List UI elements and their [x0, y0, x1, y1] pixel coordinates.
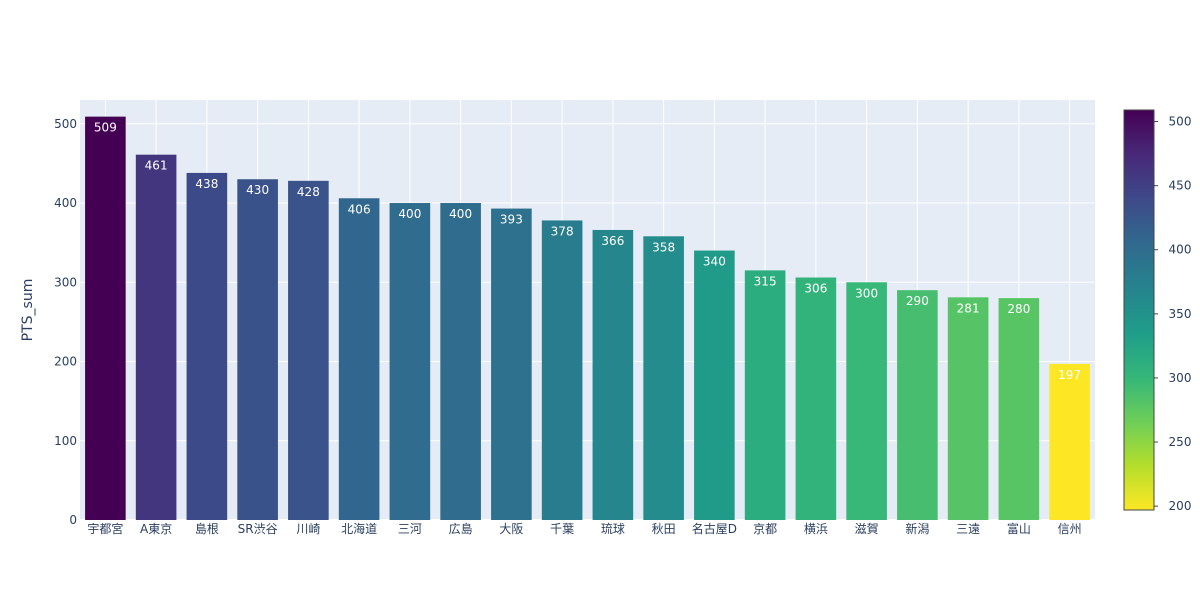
bar	[186, 172, 228, 521]
x-tick-label: 三遠	[956, 522, 980, 536]
bar	[795, 277, 837, 520]
bar-value-label: 340	[703, 255, 726, 269]
bar-value-label: 281	[957, 301, 980, 315]
y-tick-label: 200	[54, 355, 77, 369]
x-tick-label: 新潟	[905, 521, 929, 536]
bar	[592, 229, 634, 520]
bar	[643, 236, 684, 520]
x-tick-label: 広島	[449, 521, 473, 536]
plot-area	[80, 100, 1095, 520]
colorbar-tick-label: 500	[1169, 115, 1192, 129]
colorbar-tick-label: 200	[1169, 499, 1192, 513]
colorbar-tick-label: 250	[1169, 435, 1192, 449]
bar-value-label: 378	[551, 224, 574, 238]
bar-value-label: 400	[449, 207, 472, 221]
bar-value-label: 393	[500, 213, 523, 227]
bar-value-label: 358	[652, 240, 675, 254]
x-axis: 宇都宮 A東京 島根 SR渋谷 川崎 北海道 三河 広島 大阪 千葉 琉球 秋田 名古屋D 京都 横浜 滋賀 新…	[87, 521, 1081, 536]
bar-value-label: 197	[1058, 368, 1081, 382]
y-tick-label: 500	[54, 117, 77, 131]
x-tick-label: 北海道	[341, 521, 377, 536]
bar-value-label: 315	[754, 274, 777, 288]
x-tick-label: 信州	[1058, 522, 1082, 536]
bar	[389, 203, 431, 521]
bar	[1049, 363, 1090, 520]
bar	[85, 116, 126, 520]
y-axis-title: PTS_sum	[20, 279, 36, 342]
bar	[947, 297, 989, 520]
bar	[744, 270, 786, 520]
bar	[694, 250, 735, 520]
y-tick-label: 100	[54, 434, 77, 448]
x-tick-label: 滋賀	[855, 522, 879, 536]
x-tick-label: 琉球	[601, 522, 625, 536]
bar-value-label: 300	[855, 286, 878, 300]
bar-value-label: 306	[804, 282, 827, 296]
colorbar: 200 250 300 350 400 450 500	[1123, 109, 1192, 513]
x-tick-label: 島根	[195, 521, 219, 536]
bar	[237, 179, 278, 520]
bar-value-label: 406	[348, 202, 371, 216]
bar	[135, 154, 177, 520]
bars	[85, 116, 1090, 521]
bar-value-label: 400	[398, 207, 421, 221]
x-tick-label: 千葉	[550, 522, 574, 536]
x-tick-label: 川崎	[296, 522, 320, 536]
colorbar-tick-label: 450	[1169, 179, 1192, 193]
bar	[846, 282, 887, 520]
bar	[897, 290, 938, 520]
bar	[440, 203, 481, 521]
bar	[491, 208, 532, 520]
bar-labels: 509 461 438 430 428 406 400 400 393 378 366 358 340 3…	[94, 121, 1081, 382]
x-tick-label: 富山	[1007, 521, 1031, 536]
bar-value-label: 428	[297, 185, 320, 199]
colorbar-tick-label: 400	[1169, 243, 1192, 257]
x-tick-label: 秋田	[652, 522, 676, 536]
y-tick-label: 400	[54, 196, 77, 210]
x-tick-label: 大阪	[499, 522, 523, 536]
y-tick-label: 300	[54, 275, 77, 289]
colorbar-tick-label: 300	[1169, 371, 1192, 385]
bar-value-label: 290	[906, 294, 929, 308]
bar-value-label: 366	[601, 234, 624, 248]
bar-value-label: 430	[246, 183, 269, 197]
y-tick-label: 0	[69, 513, 77, 527]
y-axis: 0 100 200 300 400 500	[54, 117, 77, 527]
x-tick-label: 三河	[398, 522, 422, 536]
x-tick-label: 宇都宮	[87, 521, 123, 536]
bar-value-label: 438	[195, 177, 218, 191]
x-tick-label: A東京	[140, 522, 172, 536]
x-tick-label: 横浜	[804, 522, 828, 536]
colorbar-gradient	[1123, 109, 1155, 511]
bar-value-label: 280	[1007, 302, 1030, 316]
bar	[998, 298, 1040, 520]
colorbar-ticks: 200 250 300 350 400 450 500	[1154, 115, 1192, 513]
x-tick-label: SR渋谷	[238, 522, 278, 536]
bar-value-label: 461	[145, 159, 168, 173]
bar	[541, 220, 583, 521]
bar	[288, 180, 329, 520]
bar	[338, 198, 380, 520]
bar-value-label: 509	[94, 121, 117, 135]
x-tick-label: 名古屋D	[692, 521, 737, 536]
x-tick-label: 京都	[753, 522, 777, 536]
colorbar-tick-label: 350	[1169, 307, 1192, 321]
